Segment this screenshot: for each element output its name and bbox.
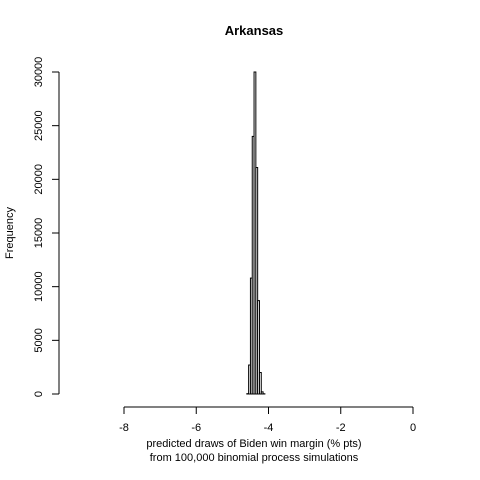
x-tick-label: 0 <box>410 422 416 434</box>
histogram-bar <box>260 391 264 395</box>
x-axis-sublabel: from 100,000 binomial process simulation… <box>150 452 359 464</box>
x-axis-ticks: -8 -6 -4 -2 0 <box>119 407 416 434</box>
y-tick-label: 30000 <box>33 57 45 88</box>
y-tick-label: 5000 <box>33 328 45 352</box>
x-tick-label: -4 <box>264 422 274 434</box>
y-axis-label: Frequency <box>4 207 16 259</box>
y-tick-label: 10000 <box>33 271 45 302</box>
y-tick-label: 25000 <box>33 110 45 141</box>
x-tick-label: -2 <box>336 422 346 434</box>
y-axis-ticks: 0 5000 10000 15000 20000 25000 30000 <box>33 57 59 397</box>
x-tick-label: -8 <box>119 422 129 434</box>
histogram-bar <box>257 300 260 395</box>
y-tick-label: 20000 <box>33 164 45 195</box>
y-tick-label: 0 <box>33 391 45 397</box>
y-tick-label: 15000 <box>33 218 45 249</box>
histogram-bar <box>258 372 262 395</box>
histogram-bars <box>246 71 266 395</box>
x-axis-label: predicted draws of Biden win margin (% p… <box>146 438 361 450</box>
chart-title: Arkansas <box>225 23 284 38</box>
x-tick-label: -6 <box>191 422 201 434</box>
histogram-bar <box>255 167 259 395</box>
